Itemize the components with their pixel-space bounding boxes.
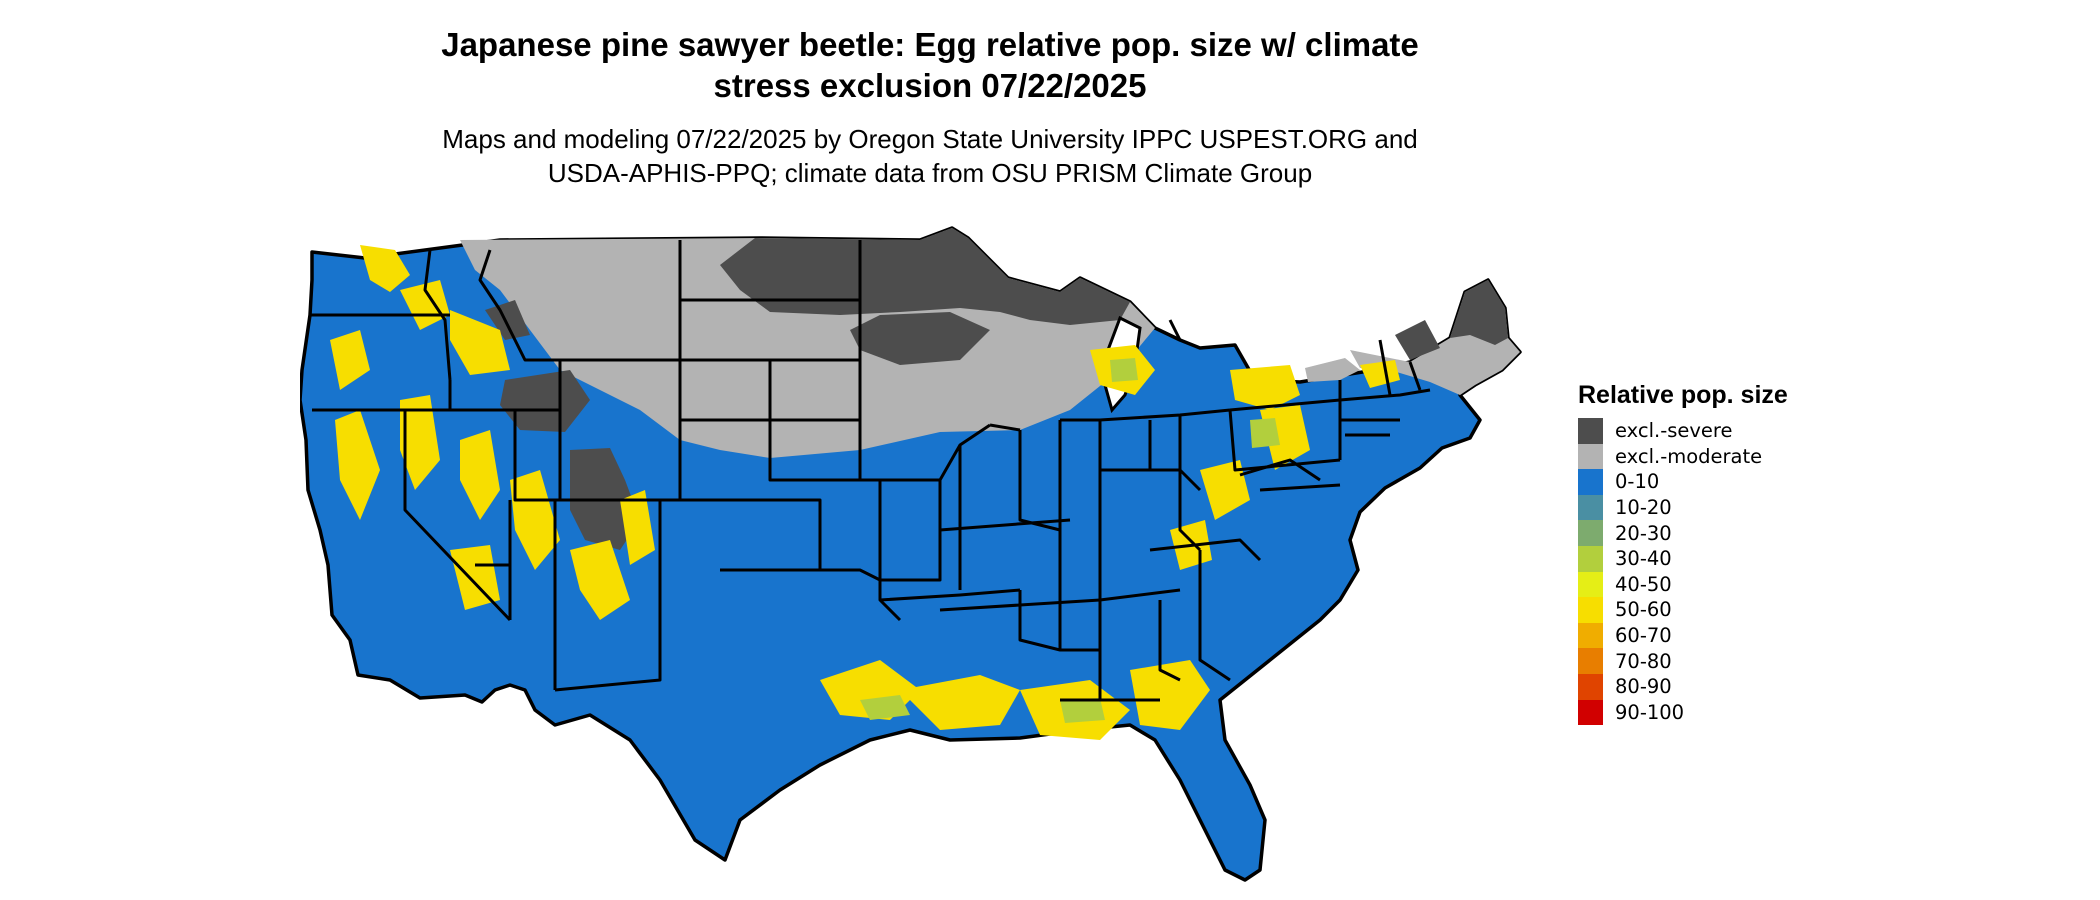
legend-label: 70-80 bbox=[1615, 649, 1672, 673]
legend-item: 80-90 bbox=[1578, 673, 1788, 700]
legend-label: 80-90 bbox=[1615, 675, 1672, 699]
legend-swatch bbox=[1578, 494, 1603, 521]
exclusion-severe-zones bbox=[485, 228, 1508, 550]
legend-item: 20-30 bbox=[1578, 520, 1788, 546]
us-population-map bbox=[300, 226, 1522, 882]
legend-title: Relative pop. size bbox=[1578, 381, 1788, 409]
legend-item: excl.-moderate bbox=[1578, 443, 1788, 470]
map-title: Japanese pine sawyer beetle: Egg relativ… bbox=[240, 24, 1620, 106]
map-subtitle: Maps and modeling 07/22/2025 by Oregon S… bbox=[240, 122, 1620, 190]
legend-item: excl.-severe bbox=[1578, 418, 1788, 444]
legend-item: 50-60 bbox=[1578, 597, 1788, 623]
legend-item: 0-10 bbox=[1578, 469, 1788, 495]
legend-item: 60-70 bbox=[1578, 622, 1788, 649]
legend-item: 30-40 bbox=[1578, 545, 1788, 572]
legend-swatch bbox=[1578, 520, 1603, 546]
legend-label: 30-40 bbox=[1615, 547, 1672, 571]
legend-item: 40-50 bbox=[1578, 571, 1788, 598]
legend-swatch bbox=[1578, 699, 1603, 726]
state-boundaries bbox=[310, 240, 1431, 702]
legend-swatch bbox=[1578, 622, 1603, 649]
suitable-habitat-patches bbox=[330, 245, 1400, 740]
legend-label: 0-10 bbox=[1615, 470, 1660, 494]
legend-swatch bbox=[1578, 648, 1603, 674]
legend-label: 90-100 bbox=[1615, 700, 1685, 724]
legend-item: 70-80 bbox=[1578, 648, 1788, 674]
map-title-line-1: Japanese pine sawyer beetle: Egg relativ… bbox=[441, 26, 1419, 63]
legend-item: 10-20 bbox=[1578, 494, 1788, 521]
legend-label: 20-30 bbox=[1615, 521, 1672, 545]
legend-swatch bbox=[1578, 597, 1603, 623]
legend-swatch bbox=[1578, 418, 1603, 444]
legend-label: excl.-moderate bbox=[1615, 444, 1763, 468]
legend-label: 50-60 bbox=[1615, 598, 1672, 622]
map-subtitle-line-2: USDA-APHIS-PPQ; climate data from OSU PR… bbox=[547, 158, 1313, 188]
legend-item: 90-100 bbox=[1578, 699, 1788, 726]
legend-swatch bbox=[1578, 443, 1603, 470]
map-title-line-2: stress exclusion 07/22/2025 bbox=[713, 67, 1147, 104]
legend-label: 10-20 bbox=[1615, 496, 1672, 520]
moderate-suitability-patches bbox=[860, 358, 1280, 723]
legend-label: 40-50 bbox=[1615, 572, 1672, 596]
legend-swatch bbox=[1578, 571, 1603, 598]
legend-items: excl.-severe excl.-moderate 0-10 10-20 20-30… bbox=[1578, 418, 1788, 726]
legend-label: excl.-severe bbox=[1615, 419, 1733, 443]
map-legend: Relative pop. size excl.-severe excl.-mod… bbox=[1578, 380, 1788, 726]
legend-swatch bbox=[1578, 673, 1603, 700]
legend-label: 60-70 bbox=[1615, 624, 1672, 648]
legend-swatch bbox=[1578, 469, 1603, 495]
legend-swatch bbox=[1578, 545, 1603, 572]
map-subtitle-line-1: Maps and modeling 07/22/2025 by Oregon S… bbox=[442, 124, 1418, 154]
